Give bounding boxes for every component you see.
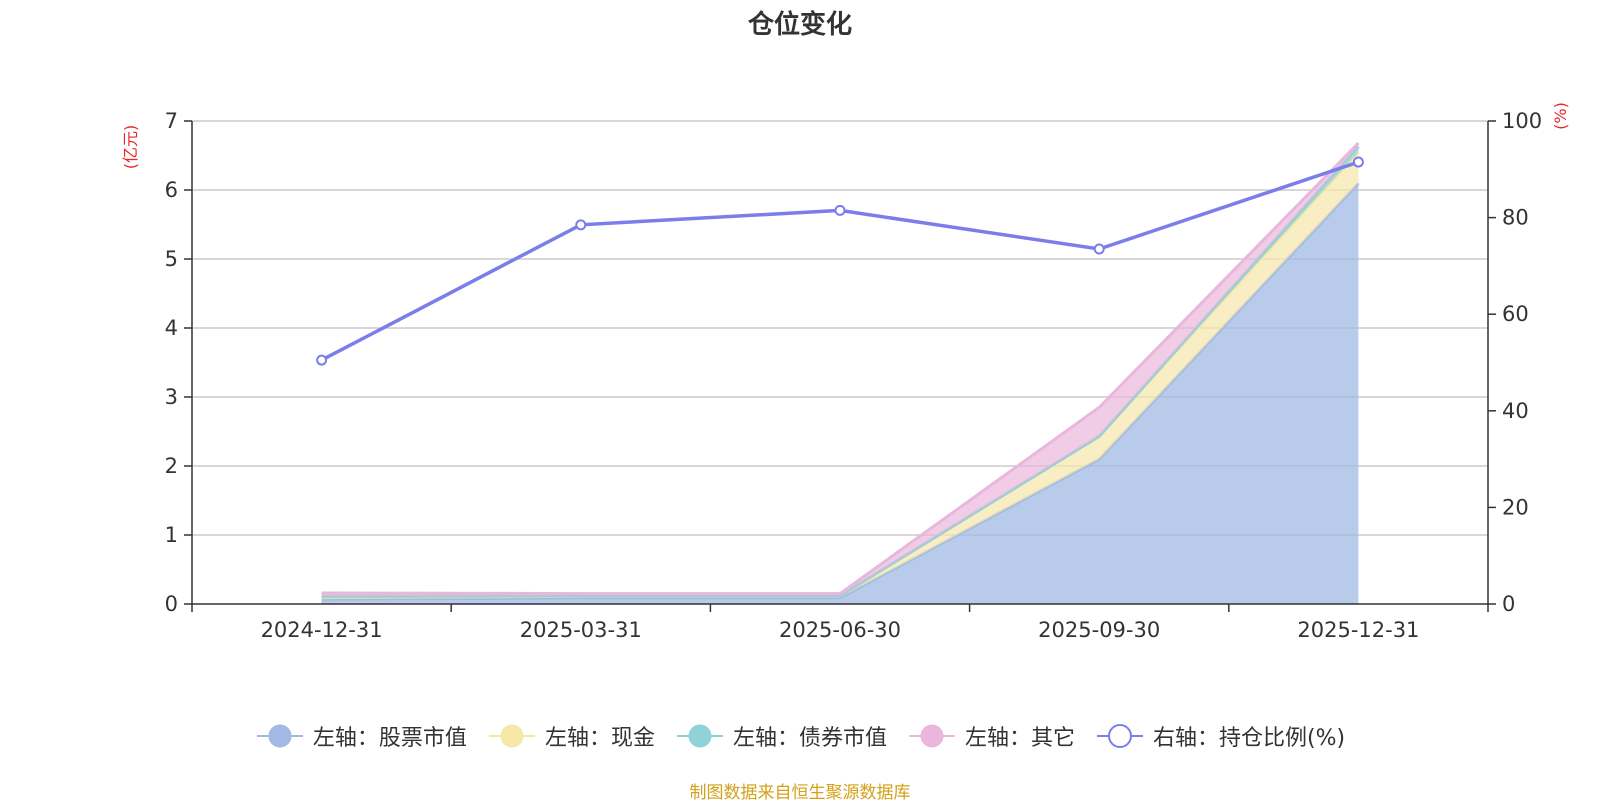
position-change-chart: 0 1 2 3 4 5 6 7 0 20 40 60 80 100 2024-12-31 2025-03-31… xyxy=(121,102,1570,642)
holding-ratio-point xyxy=(1093,243,1105,255)
legend-item[interactable]: 右轴：持仓比例(%) xyxy=(1095,720,1345,752)
legend-filled-circle-icon xyxy=(256,724,303,748)
holding-ratio-line xyxy=(316,156,1364,366)
holding-ratio-point xyxy=(1352,156,1364,168)
x-axis-tick-label: 2025-03-31 xyxy=(520,618,642,642)
area-series-3 xyxy=(321,143,1359,597)
right-axis-unit-label: (%) xyxy=(1551,102,1570,130)
left-axis-tick-label: 0 xyxy=(165,592,178,616)
data-source-note: 制图数据来自恒生聚源数据库 xyxy=(689,783,911,803)
area-series-0 xyxy=(321,183,1359,604)
legend-item[interactable]: 左轴：其它 xyxy=(907,720,1075,752)
right-axis-tick-label: 80 xyxy=(1502,206,1529,230)
legend-item[interactable]: 左轴：现金 xyxy=(487,720,655,752)
stacked-areas xyxy=(321,142,1360,604)
legend-hollow-circle-icon xyxy=(1096,724,1143,748)
legend-filled-circle-icon xyxy=(908,724,955,748)
area-series-edge-3 xyxy=(321,142,1360,596)
legend-item-label: 左轴：股票市值 xyxy=(312,726,467,751)
chart-title: 仓位变化 xyxy=(747,10,852,40)
legend-filled-circle-icon xyxy=(676,724,723,748)
legend-filled-circle-icon xyxy=(488,724,535,748)
holding-ratio-point xyxy=(834,204,846,216)
left-axis-tick-label: 3 xyxy=(165,385,178,409)
legend-item-label: 右轴：持仓比例(%) xyxy=(1152,726,1346,751)
left-axis-tick-label: 6 xyxy=(165,178,178,202)
x-axis-tick-label: 2025-12-31 xyxy=(1297,618,1419,642)
x-axis-tick-label: 2025-06-30 xyxy=(779,618,901,642)
legend-item-label: 左轴：其它 xyxy=(964,726,1075,751)
legend-item[interactable]: 左轴：股票市值 xyxy=(255,720,467,752)
axes xyxy=(184,120,1496,612)
left-axis-tick-label: 5 xyxy=(165,247,178,271)
right-axis-tick-label: 40 xyxy=(1502,399,1529,423)
right-axis-tick-label: 20 xyxy=(1502,495,1529,519)
left-axis-unit-label: (亿元) xyxy=(121,125,140,170)
left-axis-tick-label: 4 xyxy=(165,316,178,340)
legend-item-label: 左轴：债券市值 xyxy=(732,726,887,751)
left-axis-tick-label: 2 xyxy=(165,454,178,478)
holding-ratio-point xyxy=(575,219,587,231)
x-axis-tick-label: 2024-12-31 xyxy=(261,618,383,642)
legend: 左轴：股票市值 左轴：现金 左轴：债券市值 左轴：其它 右轴：持仓比例(%) xyxy=(0,720,1600,752)
holding-ratio-point xyxy=(316,354,328,366)
legend-item-label: 左轴：现金 xyxy=(544,726,655,751)
right-axis-tick-label: 0 xyxy=(1502,592,1515,616)
right-axis-tick-label: 100 xyxy=(1502,109,1542,133)
left-axis-tick-label: 7 xyxy=(165,109,178,133)
legend-item[interactable]: 左轴：债券市值 xyxy=(675,720,887,752)
axis-labels: 0 1 2 3 4 5 6 7 0 20 40 60 80 100 2024-12-31 2025-03-31… xyxy=(121,102,1570,642)
right-axis-tick-label: 60 xyxy=(1502,302,1529,326)
left-axis-tick-label: 1 xyxy=(165,523,178,547)
x-axis-tick-label: 2025-09-30 xyxy=(1038,618,1160,642)
